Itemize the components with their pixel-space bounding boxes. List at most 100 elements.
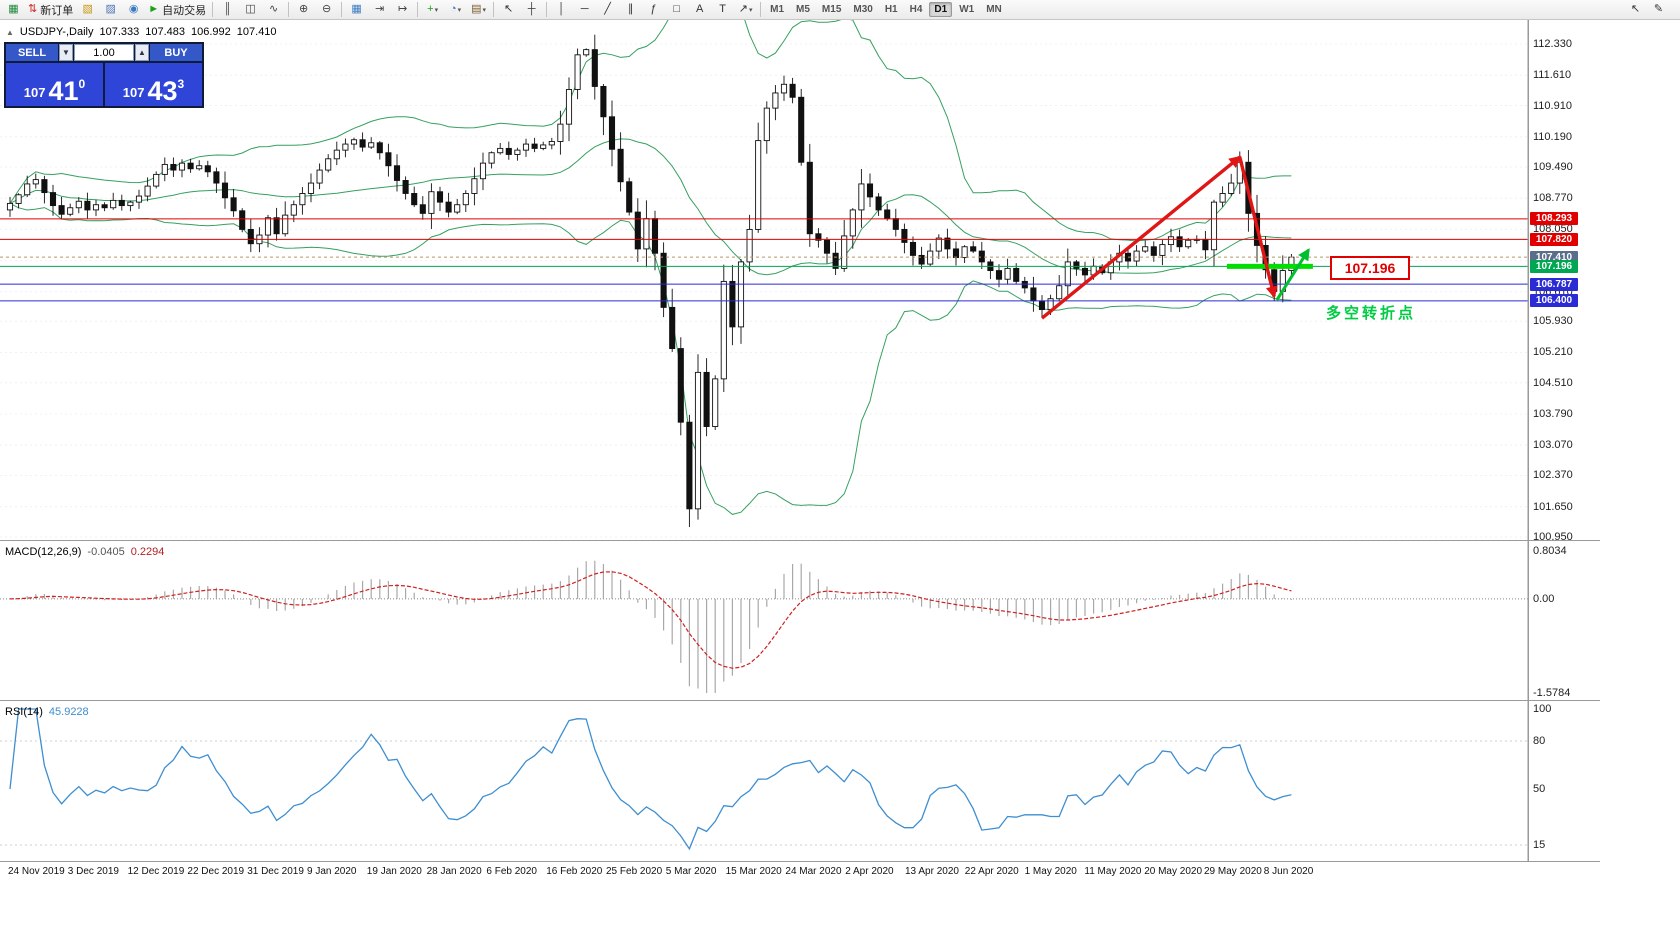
date-label: 13 Apr 2020 [905,866,959,877]
volume-input[interactable] [74,44,134,61]
macd-panel [0,541,1529,700]
cursor-icon[interactable]: ↖ [497,0,520,19]
panel-separator [0,700,1600,701]
new-chart-icon: ▦ [8,3,19,15]
timeframe-button-D1[interactable]: D1 [929,2,953,17]
buy-price[interactable]: 107 43 3 [105,63,202,106]
timeframe-button-H4[interactable]: H4 [909,4,923,15]
symbol-icon: ▲ [6,27,14,37]
price-tick-label: 109.490 [1533,161,1573,174]
macd-histogram [18,560,1293,693]
symbol-name: USDJPY-,Daily [19,26,94,38]
buy-button[interactable]: BUY [150,44,202,61]
candlestick-chart-icon[interactable]: ◫ [239,0,262,19]
date-label: 24 Nov 2019 [8,866,65,877]
timeframe-button-H1[interactable]: H1 [884,4,898,15]
autotrading-button: ► [148,3,160,15]
crosshair-icon: ┼ [527,3,536,15]
horizontal-line-icon[interactable]: ─ [573,0,596,19]
candlestick-chart-icon: ◫ [245,3,256,15]
indicators-icon: + [427,3,434,15]
cursor-icon: ↖ [504,3,514,15]
date-label: 11 May 2020 [1084,866,1142,877]
toolbar-separator [546,2,548,17]
macd-scale-label: -1.5784 [1533,687,1571,699]
ohlc-open: 107.333 [99,26,140,38]
auto-scroll-icon: ⇥ [375,3,385,15]
ohlc-low: 106.992 [191,26,231,38]
price-tick-label: 100.950 [1533,531,1573,543]
date-label: 20 May 2020 [1144,866,1203,877]
zoom-out-icon: ⊖ [322,3,332,15]
auto-scroll-icon[interactable]: ⇥ [368,0,391,19]
timeframe-button-M5[interactable]: M5 [796,4,810,15]
line-chart-icon[interactable]: ∿ [262,0,285,19]
date-label: 25 Feb 2020 [606,866,663,877]
new-order-button[interactable]: ⇅ 新订单 [25,0,76,19]
date-label: 15 Mar 2020 [725,866,782,877]
toolbar-separator [341,2,343,17]
pen-tool-icon[interactable]: ✎ [1647,0,1670,19]
volume-decrease-button[interactable]: ▼ [59,44,73,61]
new-order-button-label: 新订单 [40,4,74,17]
template-icon[interactable]: ▧ [76,0,99,19]
main-chart[interactable] [0,20,1600,541]
profile-icon: ▨ [105,3,116,15]
crosshair-icon[interactable]: ┼ [520,0,543,19]
tile-windows-icon[interactable]: ▦ [345,0,368,19]
date-label: 22 Dec 2019 [187,866,245,877]
date-axis-separator [0,861,1600,862]
periods-icon[interactable]: ◔ ▾ [444,0,467,19]
refresh-icon[interactable]: ◉ [122,0,145,19]
rsi-panel [0,701,1529,861]
vertical-line-icon[interactable]: │ [550,0,573,19]
trendline-icon: ╱ [604,3,611,15]
rsi-value: 45.9228 [48,706,89,718]
timeframe-button-M15[interactable]: M15 [821,4,842,15]
toolbar-separator [493,2,495,17]
volume-increase-button[interactable]: ▲ [135,44,149,61]
pointer-tool-icon[interactable]: ↖ [1624,0,1647,19]
template-icon: ▧ [82,3,93,15]
text-icon[interactable]: A [688,0,711,19]
bar-chart-icon[interactable]: ║ [216,0,239,19]
date-label: 16 Feb 2020 [546,866,603,877]
autotrading-button[interactable]: ► 自动交易 [145,0,209,19]
timeframe-button-M30[interactable]: M30 [853,4,873,15]
trendline-icon[interactable]: ╱ [596,0,619,19]
timeframe-button-M1[interactable]: M1 [770,4,785,15]
text-label-icon[interactable]: T [711,0,734,19]
chart-shift-icon[interactable]: ↦ [391,0,414,19]
timeframe-button-W1[interactable]: W1 [959,4,975,15]
new-chart-icon[interactable]: ▦ [2,0,25,19]
fibonacci-icon[interactable]: ƒ [642,0,665,19]
zoom-out-icon[interactable]: ⊖ [315,0,338,19]
rsi-line [9,708,1292,851]
price-level-badge: 107.820 [1530,232,1578,246]
indicators-icon[interactable]: + ▾ [421,0,444,19]
ohlc-high: 107.483 [145,26,186,38]
new-order-button: ⇅ [28,3,38,15]
shapes-icon[interactable]: □ [665,0,688,19]
templates-icon[interactable]: ▤ ▾ [467,0,490,19]
sell-button[interactable]: SELL [6,44,58,61]
price-tick-label: 110.190 [1533,130,1572,143]
rsi-label: RSI(14) [5,706,43,718]
chevron-down-icon: ▾ [748,6,753,14]
profile-icon[interactable]: ▨ [99,0,122,19]
arrows-icon[interactable]: ↗ ▾ [734,0,757,19]
templates-icon: ▤ [471,3,482,15]
trend-up-arrow [1040,155,1242,320]
trend-down-arrow [1238,156,1278,299]
timeframe-button-MN[interactable]: MN [986,4,1002,15]
price-level-badge: 106.787 [1530,277,1578,291]
sell-price[interactable]: 107 41 0 [6,63,103,106]
equidistant-channel-icon[interactable]: ∥ [619,0,642,19]
price-level-badge: 107.196 [1530,259,1578,273]
rsi-header: RSI(14) 45.9228 [5,706,89,718]
rsi-scale-label: 50 [1533,783,1546,795]
date-label: 1 May 2020 [1024,866,1077,877]
price-annotation-box: 107.196 [1330,256,1410,280]
turning-point-text: 多空转折点 [1326,305,1417,322]
zoom-in-icon[interactable]: ⊕ [292,0,315,19]
